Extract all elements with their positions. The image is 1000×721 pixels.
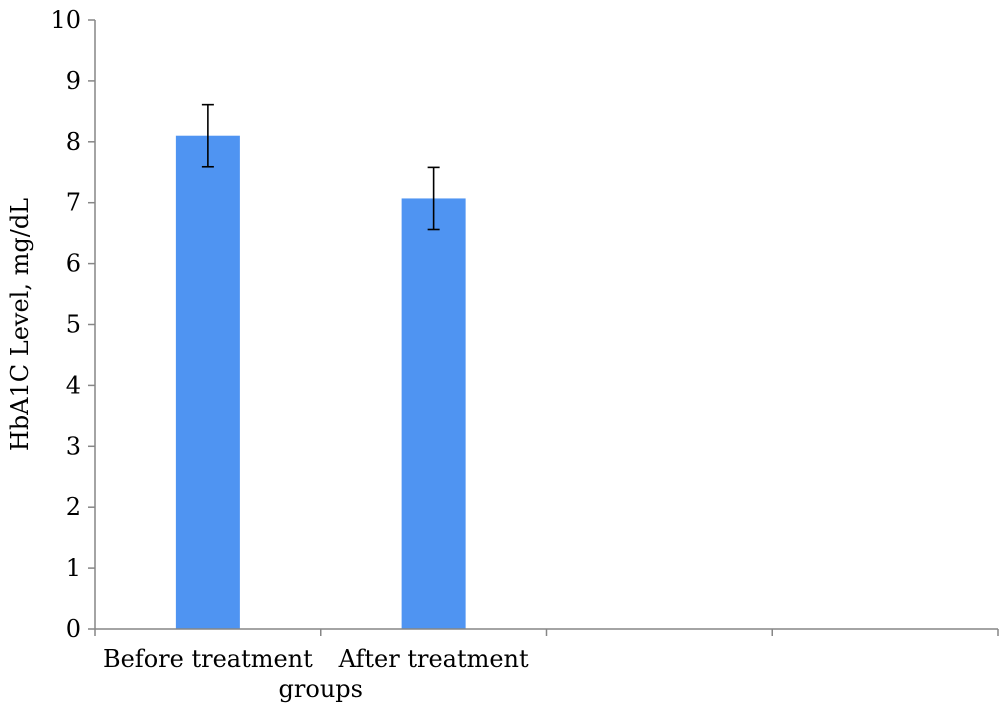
x-axis-ticks <box>94 629 999 636</box>
y-tick-label-8: 8 <box>66 128 81 156</box>
y-tick-label-10: 10 <box>50 6 81 34</box>
y-tick-label-9: 9 <box>66 67 81 95</box>
bar-1 <box>401 198 466 629</box>
category-labels: Before treatment After treatment <box>103 645 529 673</box>
y-tick-label-6: 6 <box>66 250 81 278</box>
y-tick-label-5: 5 <box>66 311 81 339</box>
y-tick-label-3: 3 <box>66 432 81 460</box>
category-label-0: Before treatment <box>103 645 313 673</box>
x-axis-title: groups <box>279 675 363 703</box>
bars <box>175 135 466 629</box>
y-tick-label-1: 1 <box>66 554 81 582</box>
y-axis-title: HbA1C Level, mg/dL <box>6 198 34 451</box>
y-tick-label-4: 4 <box>66 371 81 399</box>
error-bar-0 <box>201 103 214 168</box>
error-bars <box>201 103 440 231</box>
y-tick-label-2: 2 <box>66 493 81 521</box>
error-bar-1 <box>427 166 440 231</box>
bar-0 <box>175 135 240 629</box>
y-tick-label-0: 0 <box>66 615 81 643</box>
y-axis-ticks: 0 1 2 3 4 5 6 7 8 9 10 <box>50 6 95 643</box>
category-label-1: After treatment <box>338 645 529 673</box>
y-tick-label-7: 7 <box>66 189 81 217</box>
